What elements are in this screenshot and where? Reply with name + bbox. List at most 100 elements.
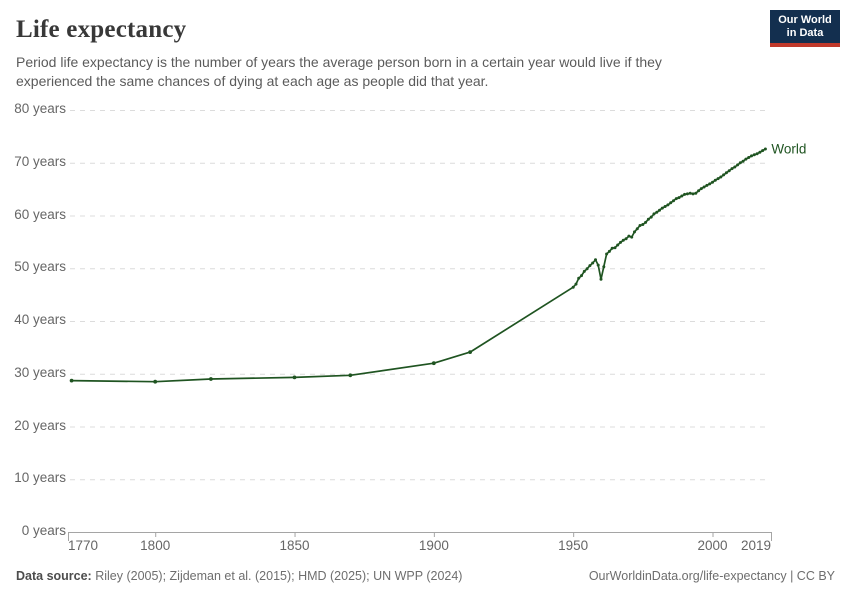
owid-logo-line2: in Data xyxy=(786,26,824,39)
data-point xyxy=(655,210,659,214)
x-axis-tick-label: 1950 xyxy=(558,538,589,553)
chart-footer: Data source: Riley (2005); Zijdeman et a… xyxy=(16,569,835,583)
y-axis-tick-label: 0 years xyxy=(21,523,66,538)
data-point xyxy=(733,165,737,169)
data-source-note: Data source: Riley (2005); Zijdeman et a… xyxy=(16,569,462,583)
data-point xyxy=(691,192,695,196)
x-axis-tick-label: 1800 xyxy=(140,538,171,553)
data-points xyxy=(69,147,767,384)
data-point xyxy=(605,252,609,256)
x-axis-tick-label: 1770 xyxy=(68,538,99,553)
data-point xyxy=(727,169,731,173)
data-point xyxy=(431,361,436,366)
data-point xyxy=(153,379,158,384)
y-axis-tick-label: 40 years xyxy=(14,312,66,327)
y-axis-tick-label: 10 years xyxy=(14,470,66,486)
x-axis-tick-label: 1850 xyxy=(279,538,310,553)
data-point xyxy=(677,196,681,200)
data-point xyxy=(585,267,589,271)
data-point xyxy=(619,240,622,244)
data-point xyxy=(69,378,74,383)
data-point xyxy=(741,159,745,163)
y-axis-tick-label: 80 years xyxy=(14,101,66,116)
data-point xyxy=(582,269,586,273)
series-label-world: World xyxy=(771,141,807,157)
data-point xyxy=(716,177,720,181)
data-point xyxy=(633,230,636,234)
x-axis-tick-label: 2019 xyxy=(740,538,771,553)
data-point xyxy=(736,163,740,167)
data-point xyxy=(616,243,620,247)
data-point xyxy=(577,276,581,280)
data-point xyxy=(738,161,742,165)
data-point xyxy=(761,149,765,153)
owid-logo[interactable]: Our World in Data xyxy=(770,10,840,47)
data-point xyxy=(468,350,472,354)
data-point xyxy=(638,224,642,227)
data-point xyxy=(694,191,698,195)
data-point xyxy=(602,265,606,269)
y-axis-tick-label: 30 years xyxy=(14,364,66,380)
data-point xyxy=(685,192,689,196)
data-point xyxy=(599,277,603,281)
data-point xyxy=(660,206,664,210)
data-point xyxy=(580,274,583,278)
x-axis-tick-label: 1900 xyxy=(418,538,449,553)
data-point xyxy=(747,156,751,159)
data-point xyxy=(613,246,617,250)
data-point xyxy=(591,261,595,265)
data-point xyxy=(752,153,756,157)
data-point xyxy=(663,205,667,208)
data-point xyxy=(666,203,670,207)
world-line xyxy=(70,148,767,383)
data-point xyxy=(646,217,650,221)
data-point xyxy=(658,208,661,212)
data-point xyxy=(719,175,723,179)
data-point xyxy=(574,282,578,286)
data-point xyxy=(705,183,709,187)
data-point xyxy=(750,154,753,158)
data-point xyxy=(292,375,297,380)
data-point xyxy=(680,194,684,198)
data-point xyxy=(607,249,611,253)
y-axis-tick-label: 50 years xyxy=(14,259,66,275)
data-point xyxy=(641,223,645,226)
owid-logo-line1: Our World xyxy=(778,13,832,26)
data-point xyxy=(699,187,703,191)
data-point xyxy=(758,150,762,154)
data-point xyxy=(688,191,692,195)
data-source-label: Data source: xyxy=(16,569,92,583)
y-axis-tick-label: 20 years xyxy=(14,417,66,433)
data-point xyxy=(722,173,726,177)
data-point xyxy=(713,178,717,182)
data-point xyxy=(630,235,634,239)
credit-link[interactable]: OurWorldinData.org/life-expectancy | CC … xyxy=(588,569,835,583)
data-point xyxy=(763,147,767,151)
data-point xyxy=(624,237,628,241)
data-point xyxy=(571,285,575,289)
data-point xyxy=(672,199,675,203)
data-point xyxy=(644,220,648,224)
data-point xyxy=(697,189,701,193)
data-source-list: Riley (2005); Zijdeman et al. (2015); HM… xyxy=(91,569,463,583)
data-point xyxy=(649,215,653,219)
data-point xyxy=(711,180,714,184)
data-point xyxy=(652,212,656,216)
data-point xyxy=(348,373,353,378)
chart-title: Life expectancy xyxy=(16,16,187,43)
data-point xyxy=(209,377,213,381)
data-point xyxy=(674,197,678,201)
data-point xyxy=(730,167,734,171)
data-point xyxy=(621,238,625,242)
y-axis-tick-label: 60 years xyxy=(14,206,66,222)
data-point xyxy=(635,227,639,231)
data-point xyxy=(724,171,728,175)
data-point xyxy=(588,264,592,268)
data-point xyxy=(627,234,631,238)
data-point xyxy=(596,263,600,267)
x-axis-tick-label: 2000 xyxy=(697,538,728,553)
data-point xyxy=(744,157,748,161)
